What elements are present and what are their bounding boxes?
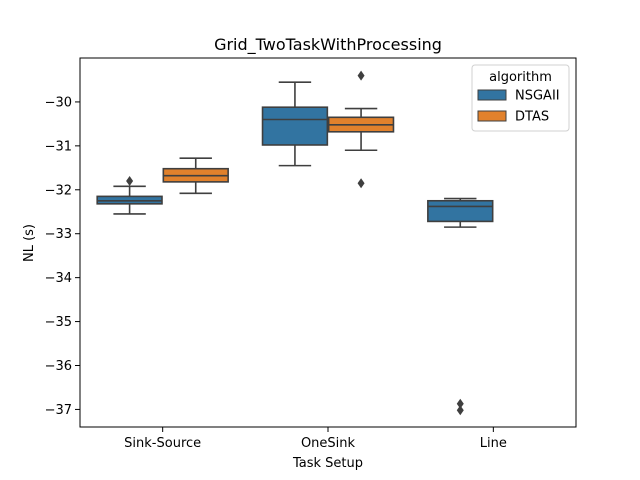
box-dtas-sink-source: [162, 157, 229, 195]
outlier-marker: [126, 176, 134, 186]
box-nsgaii-sink-source: [96, 176, 163, 215]
box-iqr: [261, 106, 329, 146]
outlier-marker: [357, 178, 365, 189]
box-iqr: [427, 199, 494, 223]
legend-swatch-nsgaii: [477, 89, 507, 101]
legend-label-dtas: DTAS: [515, 110, 549, 125]
outlier-marker: [357, 70, 365, 81]
y-tick-label: −30: [45, 95, 72, 110]
y-axis-label: NL (s): [22, 224, 37, 262]
x-tick-label: Sink-Source: [124, 436, 201, 451]
y-tick-label: −32: [45, 183, 72, 198]
x-axis-label: Task Setup: [292, 456, 363, 471]
axes: −30 −31 −32 −33 −34 −35 −36 −37 Sink-Source OneSi…: [45, 57, 577, 451]
y-tick-label: −36: [45, 359, 72, 374]
legend: algorithm NSGAII DTAS: [471, 64, 570, 132]
y-tick-label: −34: [45, 271, 72, 286]
box-nsgaii-line: [427, 197, 494, 416]
box-dtas-onesink: [327, 70, 395, 189]
box-nsgaii-onesink: [261, 81, 329, 167]
outlier-marker: [456, 398, 464, 409]
chart-title: Grid_TwoTaskWithProcessing: [214, 35, 442, 55]
legend-title: algorithm: [489, 70, 552, 85]
plot-area: [96, 70, 494, 416]
legend-label-nsgaii: NSGAII: [515, 89, 560, 104]
x-tick-label: Line: [480, 436, 507, 451]
y-tick-label: −37: [45, 403, 72, 418]
x-tick-label: OneSink: [301, 436, 356, 451]
y-tick-label: −31: [45, 139, 72, 154]
legend-swatch-dtas: [477, 110, 507, 122]
y-tick-label: −33: [45, 227, 72, 242]
outlier-marker: [456, 405, 464, 416]
y-tick-label: −35: [45, 315, 72, 330]
